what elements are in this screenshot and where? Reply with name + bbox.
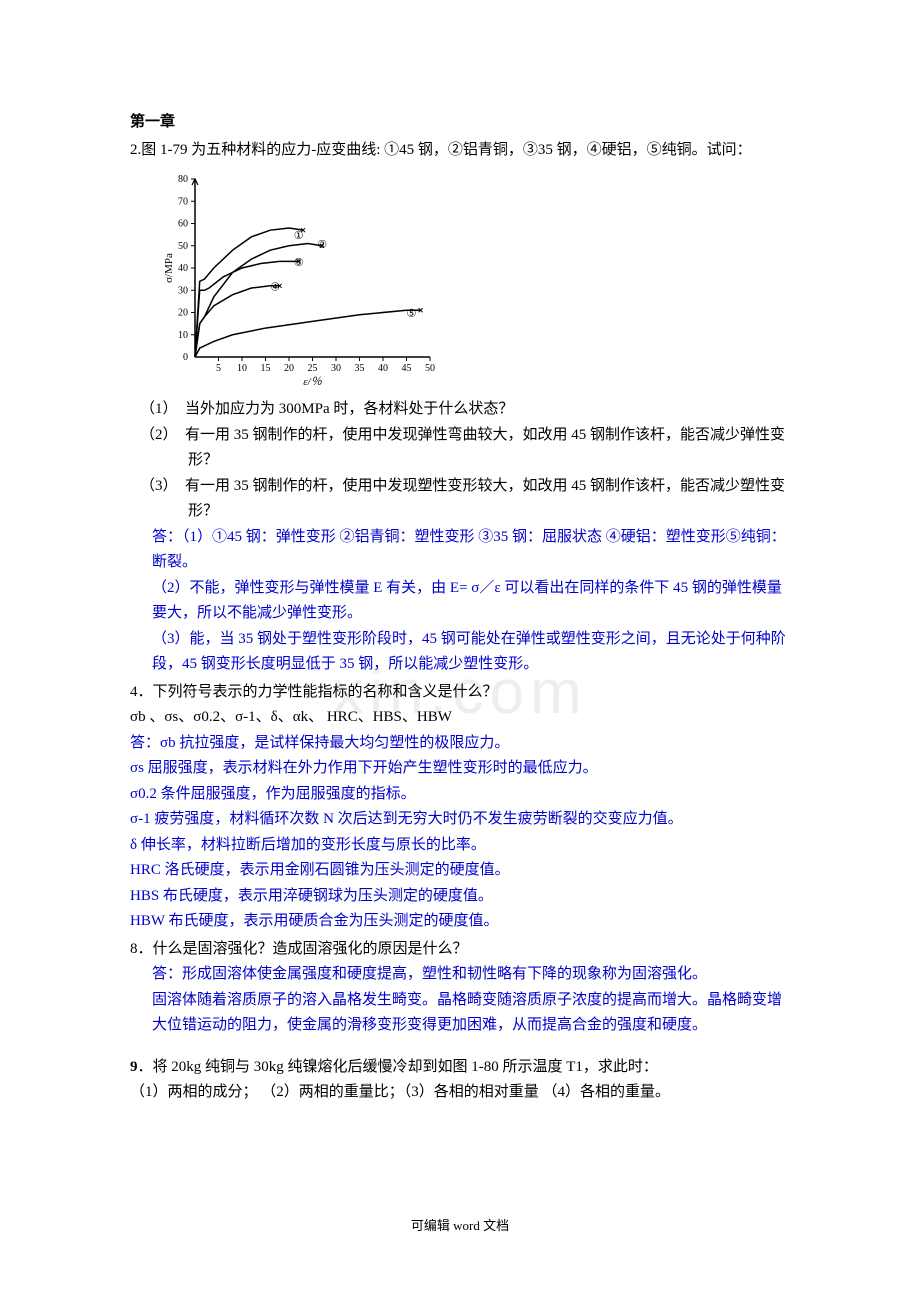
question-2-1: （1） 当外加应力为 300MPa 时，各材料处于什么状态？	[140, 397, 790, 423]
stress-strain-chart: 5 10 15 20 25 30 35 40 45 50 10 20 30 40 50 60 70 80 0 ε/％ σ…	[160, 169, 440, 389]
svg-text:40: 40	[378, 363, 388, 374]
svg-text:80: 80	[178, 174, 188, 185]
q1-num: （1）	[140, 401, 178, 417]
q2-num: （2）	[140, 427, 178, 443]
svg-text:50: 50	[178, 241, 188, 252]
question-4-header: 4．下列符号表示的力学性能指标的名称和含义是什么？	[130, 680, 790, 706]
answer-8-1: 答：形成固溶体使金属强度和硬度提高，塑性和韧性略有下降的现象称为固溶强化。	[130, 962, 790, 988]
answer-4-1: σs 屈服强度，表示材料在外力作用下开始产生塑性变形时的最低应力。	[130, 756, 790, 782]
answer-2-2: （2）不能，弹性变形与弹性模量 E 有关，由 E= σ／ε 可以看出在同样的条件…	[130, 576, 790, 627]
svg-text:①: ①	[294, 230, 304, 242]
answer-4-7: HBW 布氏硬度，表示用硬质合金为压头测定的硬度值。	[130, 909, 790, 935]
question-2-intro: 2.图 1-79 为五种材料的应力-应变曲线: ①45 钢，②铝青铜，③35 钢…	[130, 138, 790, 164]
svg-text:10: 10	[178, 330, 188, 341]
svg-text:25: 25	[308, 363, 318, 374]
q9-text: ．将 20kg 纯铜与 30kg 纯镍熔化后缓慢冷却到如图 1-80 所示温度 …	[138, 1059, 658, 1075]
document-content: 第一章 2.图 1-79 为五种材料的应力-应变曲线: ①45 钢，②铝青铜，③…	[130, 110, 790, 1106]
svg-text:20: 20	[178, 308, 188, 319]
answer-2-3: （3）能，当 35 钢处于塑性变形阶段时，45 钢可能处在弹性或塑性变形之间，且…	[130, 627, 790, 678]
q3-num: （3）	[140, 478, 178, 494]
chapter-title: 第一章	[130, 110, 790, 136]
answer-4-2: σ0.2 条件屈服强度，作为屈服强度的指标。	[130, 782, 790, 808]
svg-text:40: 40	[178, 263, 188, 274]
svg-text:60: 60	[178, 219, 188, 230]
svg-text:5: 5	[216, 363, 221, 374]
answer-4-3: σ-1 疲劳强度，材料循环次数 N 次后达到无穷大时仍不发生疲劳断裂的交变应力值…	[130, 807, 790, 833]
svg-text:35: 35	[355, 363, 365, 374]
svg-text:30: 30	[331, 363, 341, 374]
answer-8-2: 固溶体随着溶质原子的溶入晶格发生畸变。晶格畸变随溶质原子浓度的提高而增大。晶格畸…	[130, 988, 790, 1039]
chart-svg: 5 10 15 20 25 30 35 40 45 50 10 20 30 40 50 60 70 80 0 ε/％ σ…	[160, 169, 440, 389]
svg-text:③: ③	[294, 257, 304, 269]
question-9-sub: （1）两相的成分； （2）两相的重量比；（3）各相的相对重量 （4）各相的重量。	[130, 1080, 790, 1106]
svg-text:④: ④	[270, 281, 280, 293]
q2-text: 有一用 35 钢制作的杆，使用中发现弹性弯曲较大，如改用 45 钢制作该杆，能否…	[185, 427, 785, 469]
svg-text:15: 15	[261, 363, 271, 374]
page-footer: 可编辑 word 文档	[0, 1215, 920, 1237]
answer-4-5: HRC 洛氏硬度，表示用金刚石圆锥为压头测定的硬度值。	[130, 858, 790, 884]
question-4-symbols: σb 、σs、σ0.2、σ-1、δ、αk、 HRC、HBS、HBW	[130, 705, 790, 731]
svg-text:⑤: ⑤	[407, 308, 417, 320]
svg-text:45: 45	[402, 363, 412, 374]
question-2-2: （2） 有一用 35 钢制作的杆，使用中发现弹性弯曲较大，如改用 45 钢制作该…	[140, 423, 790, 474]
q1-text: 当外加应力为 300MPa 时，各材料处于什么状态？	[185, 401, 513, 417]
question-9-header: 9．将 20kg 纯铜与 30kg 纯镍熔化后缓慢冷却到如图 1-80 所示温度…	[130, 1055, 790, 1081]
svg-text:70: 70	[178, 196, 188, 207]
svg-text:ε/％: ε/％	[303, 376, 322, 388]
q3-text: 有一用 35 钢制作的杆，使用中发现塑性变形较大，如改用 45 钢制作该杆，能否…	[185, 478, 785, 520]
answer-4-6: HBS 布氏硬度，表示用淬硬钢球为压头测定的硬度值。	[130, 884, 790, 910]
svg-text:50: 50	[425, 363, 435, 374]
svg-text:30: 30	[178, 285, 188, 296]
svg-text:0: 0	[183, 352, 188, 363]
svg-text:20: 20	[284, 363, 294, 374]
svg-text:10: 10	[237, 363, 247, 374]
svg-text:②: ②	[317, 239, 327, 251]
answer-2-1: 答：（1）①45 钢：弹性变形 ②铝青铜：塑性变形 ③35 钢：屈服状态 ④硬铝…	[130, 525, 790, 576]
question-2-3: （3） 有一用 35 钢制作的杆，使用中发现塑性变形较大，如改用 45 钢制作该…	[140, 474, 790, 525]
answer-4-4: δ 伸长率，材料拉断后增加的变形长度与原长的比率。	[130, 833, 790, 859]
svg-text:σ/MPa: σ/MPa	[163, 253, 175, 283]
answer-4-0: 答：σb 抗拉强度，是试样保持最大均匀塑性的极限应力。	[130, 731, 790, 757]
question-8-header: 8．什么是固溶强化？造成固溶强化的原因是什么？	[130, 937, 790, 963]
